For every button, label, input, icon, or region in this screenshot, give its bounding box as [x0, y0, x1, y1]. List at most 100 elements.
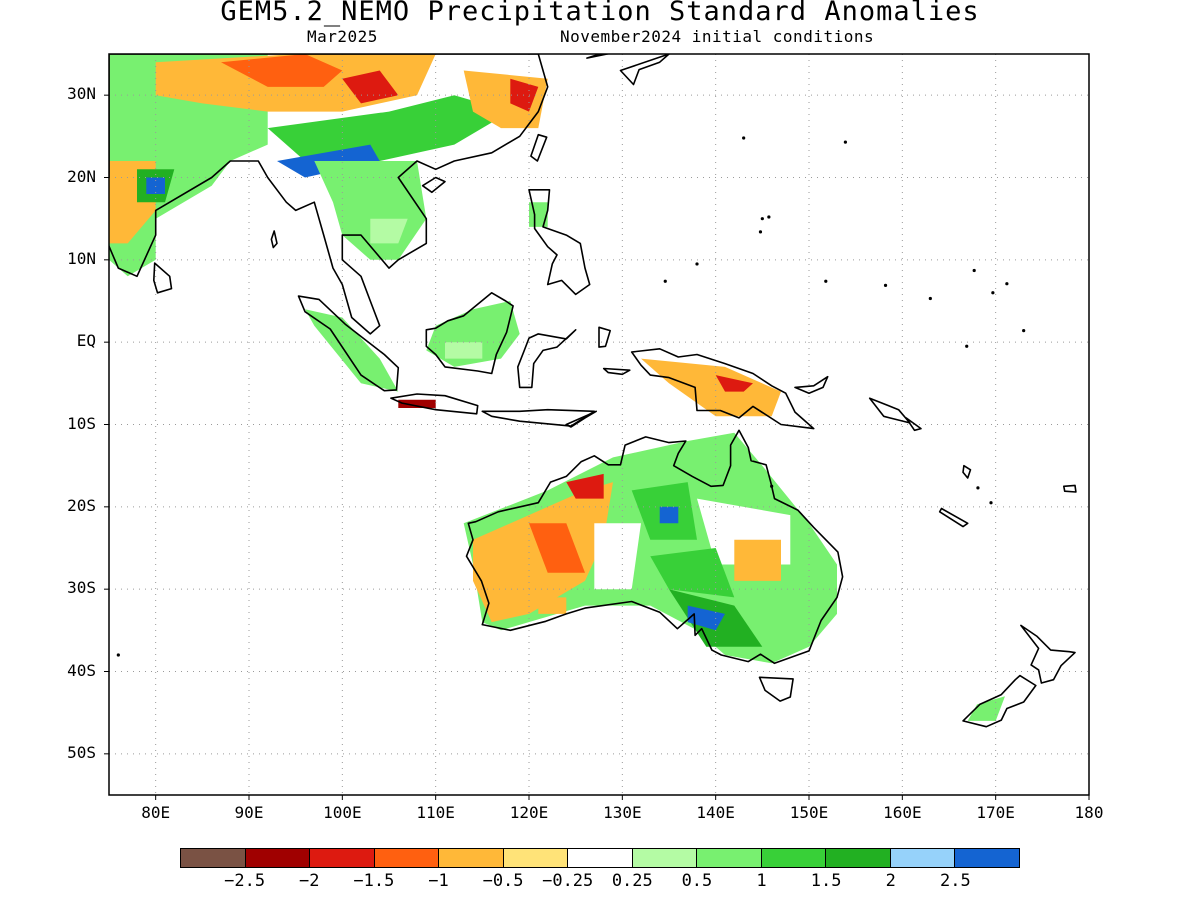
lon-label: 140E [696, 803, 735, 822]
island [93, 365, 96, 368]
anomaly-region [715, 375, 753, 392]
lon-label: 150E [789, 803, 829, 822]
forecast-month: Mar2025 [307, 27, 378, 46]
island [972, 268, 976, 273]
island [989, 501, 993, 505]
coastline [153, 262, 173, 294]
lat-label: 20N [67, 166, 96, 186]
coastline [602, 367, 631, 376]
coastline [586, 54, 612, 59]
map-title: GEM5.2_NEMO Precipitation Standard Anoma… [220, 0, 980, 27]
coastline [598, 326, 611, 348]
axis-ticks [104, 94, 1090, 800]
lon-label: 170E [976, 803, 1015, 822]
lon-label: 80E [141, 803, 171, 822]
coastline [794, 375, 829, 394]
initial-conditions: November2024 initial conditions [560, 27, 875, 46]
coastline [465, 429, 844, 665]
legend-swatch [826, 849, 891, 867]
anomaly-region [659, 506, 679, 524]
legend-swatch [439, 849, 504, 867]
legend-label: −0.25 [542, 871, 594, 891]
anomaly-region [370, 218, 408, 244]
anomaly-region [221, 54, 343, 87]
legend-swatch [890, 849, 956, 867]
anomaly-region [734, 539, 781, 581]
legend-swatch [632, 849, 698, 867]
island [824, 279, 828, 283]
lat-label: 10N [67, 248, 96, 268]
legend-label: 1.5 [810, 871, 842, 891]
anomaly-region [267, 95, 511, 161]
coastline [421, 176, 446, 194]
coastline [517, 329, 577, 389]
coastline [758, 676, 794, 702]
legend-label: 2 [885, 871, 896, 891]
anomaly-region [566, 473, 604, 499]
lon-label: 160E [883, 803, 922, 822]
anomaly-region [594, 523, 641, 590]
island [965, 344, 969, 348]
island [758, 230, 763, 234]
anomaly-region [109, 54, 268, 277]
island [767, 215, 771, 219]
legend-label: −1 [428, 871, 449, 891]
legend-swatch [955, 849, 1019, 867]
lat-label: EQ [76, 331, 96, 351]
island [1005, 282, 1009, 286]
island [83, 401, 86, 404]
coastline [938, 507, 969, 528]
coastline [1063, 484, 1077, 493]
legend-label: 1 [756, 871, 767, 891]
anomaly-region [529, 523, 585, 573]
island [760, 217, 764, 221]
lon-label: 110E [416, 803, 455, 822]
island [928, 296, 932, 301]
legend-label: 0.25 [611, 871, 653, 891]
lon-label: 180 [1074, 803, 1104, 822]
coastline [619, 54, 670, 86]
anomaly-region [445, 342, 483, 359]
coastline [962, 464, 972, 479]
anomaly-region [305, 309, 399, 392]
graticule [109, 54, 1089, 795]
coastline [868, 397, 911, 424]
lon-label: 130E [603, 803, 642, 822]
island [843, 140, 848, 144]
legend-swatch [761, 849, 827, 867]
island [695, 262, 699, 266]
anomaly-shading [109, 54, 1005, 721]
color-legend-bar [180, 848, 1020, 868]
legend-label: −0.5 [482, 871, 524, 891]
lat-label: 10S [67, 413, 96, 433]
island [116, 653, 120, 657]
island [770, 484, 774, 488]
island [663, 279, 667, 283]
coastline [630, 348, 815, 430]
island [1022, 329, 1026, 333]
map-frame [108, 53, 1090, 796]
island [991, 291, 995, 295]
legend-label: 2.5 [940, 871, 971, 891]
coastline [528, 189, 591, 296]
island [976, 486, 980, 490]
coastline [1020, 624, 1076, 684]
legend-swatch [697, 849, 762, 867]
anomaly-region [538, 597, 567, 614]
anomaly-region [967, 696, 1005, 721]
lon-label: 120E [509, 803, 549, 822]
anomaly-region [510, 78, 539, 112]
coastline [390, 393, 479, 415]
legend-label: −2 [298, 871, 320, 891]
lat-label: 40S [67, 660, 96, 680]
legend-swatch [503, 849, 569, 867]
coastline [297, 295, 400, 392]
lat-label: 50S [67, 742, 96, 762]
lon-label: 90E [234, 803, 264, 822]
legend-swatch [568, 849, 633, 867]
legend-swatch [310, 849, 375, 867]
anomaly-region [146, 177, 165, 194]
coastline [962, 674, 1037, 728]
coastline [905, 417, 922, 432]
